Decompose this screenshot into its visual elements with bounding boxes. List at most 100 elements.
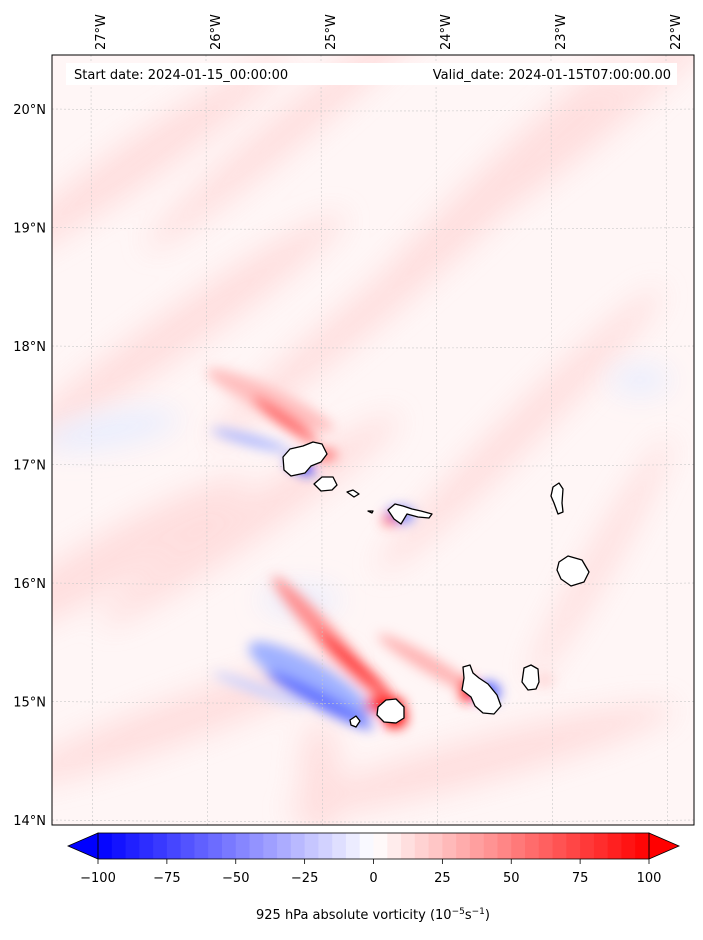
colorbar-level-23: [414, 833, 430, 859]
colorbar-level-19: [359, 833, 375, 859]
colorbar-level-11: [249, 833, 264, 859]
colorbar-level-8: [208, 833, 223, 859]
colorbar-level-12: [263, 833, 278, 859]
colorbar-tick-label-1: −75: [153, 871, 180, 886]
lon-tick-label-3: 24°W: [439, 14, 454, 50]
meridian-line-2: [320, 55, 323, 825]
lat-tick-label-2: 16°N: [13, 577, 46, 592]
lat-tick-label-1: 15°N: [13, 696, 46, 711]
colorbar-level-38: [621, 833, 636, 859]
island-sao-nicolau: [387, 503, 433, 525]
colorbar-levels: [98, 833, 650, 859]
colorbar-tick-label-4: 0: [369, 871, 377, 886]
colorbar-extend-max: [648, 832, 681, 860]
island-sao-vicente: [313, 476, 338, 492]
longitude-tick-labels: 27°W 26°W 25°W 24°W 23°W 22°W: [94, 14, 684, 50]
lat-tick-label-0: 14°N: [13, 814, 46, 829]
colorbar-level-10: [235, 833, 251, 859]
colorbar-tick-label-2: −50: [222, 871, 249, 886]
fogo-wake: [212, 576, 407, 730]
parallel-line-1: [52, 701, 694, 704]
colorbar-ticks: −100 −75 −50 −25 0 25 50 75 100: [80, 859, 661, 886]
colorbar-level-22: [401, 833, 416, 859]
colorbar-level-32: [538, 833, 554, 859]
lat-tick-label-5: 19°N: [13, 222, 46, 237]
colorbar-level-6: [180, 833, 196, 859]
colorbar-level-17: [332, 833, 347, 859]
colorbar-level-9: [221, 833, 237, 859]
island-maio: [521, 664, 540, 691]
colorbar-level-30: [511, 833, 526, 859]
colorbar-tick-label-7: 75: [572, 871, 589, 886]
vorticity-field: [52, 55, 694, 825]
colorbar-level-21: [387, 833, 402, 859]
colorbar-label: 925 hPa absolute vorticity (10−5s−1): [256, 907, 490, 923]
island-fogo: [376, 698, 405, 724]
colorbar-tick-label-5: 25: [434, 871, 451, 886]
colorbar-level-16: [318, 833, 333, 859]
colorbar-level-5: [166, 833, 182, 859]
latitude-tick-labels: 14°N 15°N 16°N 17°N 18°N 19°N 20°N: [13, 103, 46, 829]
colorbar-tick-label-6: 50: [503, 871, 520, 886]
colorbar: −100 −75 −50 −25 0 25 50 75 100 925 hPa absolute…: [66, 832, 681, 923]
colorbar-tick-label-0: −100: [80, 871, 116, 886]
colorbar-extend-min: [66, 832, 99, 860]
colorbar-level-1: [111, 833, 127, 859]
meridian-line-5: [665, 55, 668, 825]
island-boa-vista: [556, 555, 590, 587]
colorbar-level-28: [483, 833, 499, 859]
parallel-line-5: [52, 227, 694, 230]
colorbar-level-26: [456, 833, 471, 859]
colorbar-level-2: [125, 833, 140, 859]
parallel-line-3: [52, 464, 694, 467]
colorbar-level-18: [345, 833, 361, 859]
colorbar-level-37: [607, 833, 623, 859]
lon-tick-label-1: 26°W: [209, 14, 224, 50]
header-box: [66, 63, 677, 85]
start-date-label: Start date: 2024-01-15_00:00:00: [74, 68, 288, 83]
lon-tick-label-0: 27°W: [94, 14, 109, 50]
meridian-line-1: [205, 55, 208, 825]
colorbar-label-prefix: 925 hPa absolute vorticity (10: [256, 908, 452, 923]
valid-date-label: Valid_date: 2024-01-15T07:00:00.00: [433, 68, 671, 83]
meridian-line-3: [435, 55, 438, 825]
colorbar-level-24: [428, 833, 443, 859]
meridian-line-0: [90, 55, 93, 825]
lat-tick-label-4: 18°N: [13, 340, 46, 355]
colorbar-label-exp1: −5: [452, 907, 465, 917]
lat-tick-label-3: 17°N: [13, 459, 46, 474]
island-santo-antao: [282, 441, 328, 477]
colorbar-level-14: [290, 833, 306, 859]
colorbar-tick-label-8: 100: [637, 871, 662, 886]
lon-tick-label-5: 22°W: [669, 14, 684, 50]
coastlines: [282, 441, 590, 728]
colorbar-level-15: [304, 833, 320, 859]
colorbar-level-31: [525, 833, 540, 859]
colorbar-level-0: [98, 833, 113, 859]
colorbar-tick-label-3: −25: [291, 871, 318, 886]
parallel-line-4: [52, 345, 694, 349]
lon-tick-label-4: 23°W: [554, 14, 569, 50]
island-branco: [367, 510, 374, 514]
colorbar-level-4: [153, 833, 168, 859]
lon-tick-label-2: 25°W: [324, 14, 339, 50]
colorbar-level-25: [442, 833, 457, 859]
colorbar-label-exp2: −1: [472, 907, 485, 917]
colorbar-level-27: [469, 833, 485, 859]
colorbar-label-mid: s: [465, 908, 472, 923]
colorbar-level-7: [194, 833, 209, 859]
colorbar-level-20: [373, 833, 388, 859]
colorbar-level-36: [593, 833, 609, 859]
colorbar-level-13: [277, 833, 292, 859]
lat-tick-label-6: 20°N: [13, 103, 46, 118]
island-brava: [349, 715, 361, 728]
colorbar-level-39: [635, 833, 650, 859]
island-santiago: [461, 664, 502, 715]
colorbar-level-35: [580, 833, 595, 859]
map-panel: Start date: 2024-01-15_00:00:00 Valid_da…: [51, 54, 695, 826]
parallel-line-0: [52, 819, 694, 823]
island-sal: [550, 482, 564, 515]
parallel-line-2: [52, 582, 694, 586]
